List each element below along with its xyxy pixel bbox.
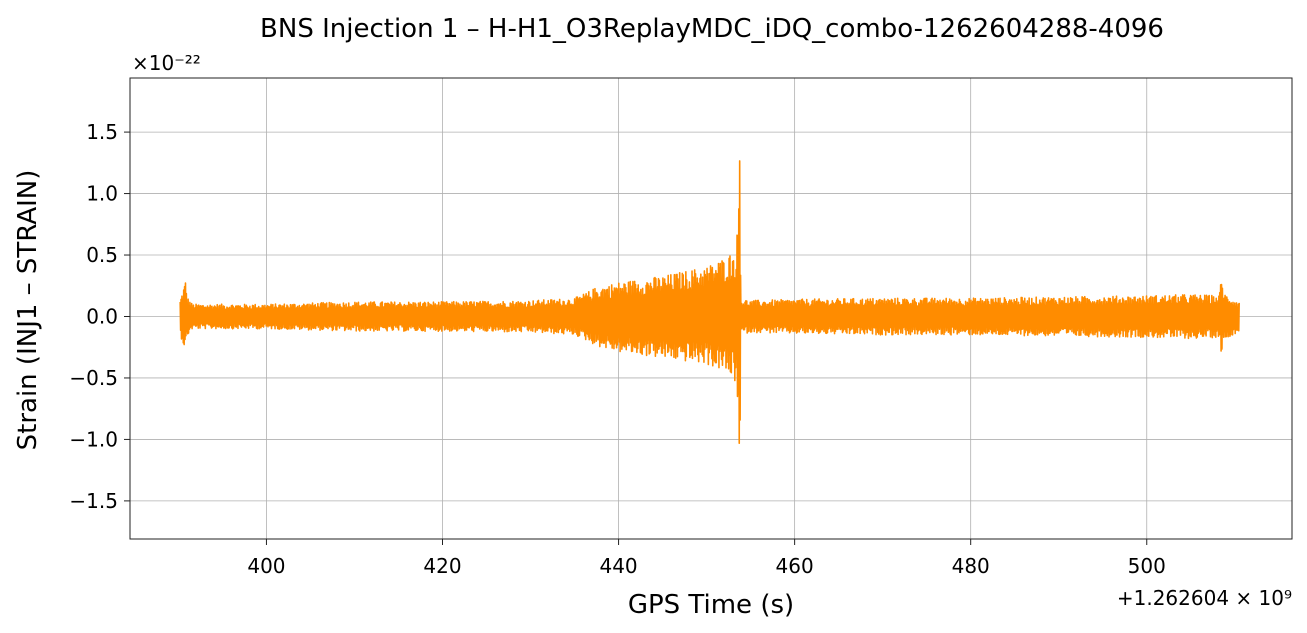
x-tick-label: 480: [952, 554, 990, 578]
x-tick-label: 400: [247, 554, 285, 578]
x-tick-label: 420: [423, 554, 461, 578]
strain-series-line: [179, 160, 1240, 444]
y-tick-label: 1.0: [86, 182, 118, 206]
y-axis-label: Strain (INJ1 – STRAIN): [13, 170, 43, 451]
x-tick-label: 500: [1128, 554, 1166, 578]
x-axis-ticks: 400 420 440 460 480 500: [247, 539, 1166, 578]
strain-trace: [179, 160, 1240, 444]
y-tick-label: 1.5: [86, 120, 118, 144]
chart-title: BNS Injection 1 – H-H1_O3ReplayMDC_iDQ_c…: [260, 14, 1164, 44]
x-offset-label: +1.262604 × 10⁹: [1117, 586, 1292, 610]
y-multiplier-label: ×10⁻²²: [132, 51, 201, 75]
x-tick-label: 440: [599, 554, 637, 578]
y-tick-label: −0.5: [69, 366, 118, 390]
y-tick-label: −1.0: [69, 427, 118, 451]
x-tick-label: 460: [776, 554, 814, 578]
y-tick-label: −1.5: [69, 489, 118, 513]
plot-frame: [129, 77, 1293, 540]
y-tick-label: 0.0: [86, 304, 118, 328]
y-axis-ticks: −1.5 −1.0 −0.5 0.0 0.5 1.0 1.5: [69, 120, 130, 513]
y-tick-label: 0.5: [86, 243, 118, 267]
x-axis-label: GPS Time (s): [628, 590, 794, 620]
